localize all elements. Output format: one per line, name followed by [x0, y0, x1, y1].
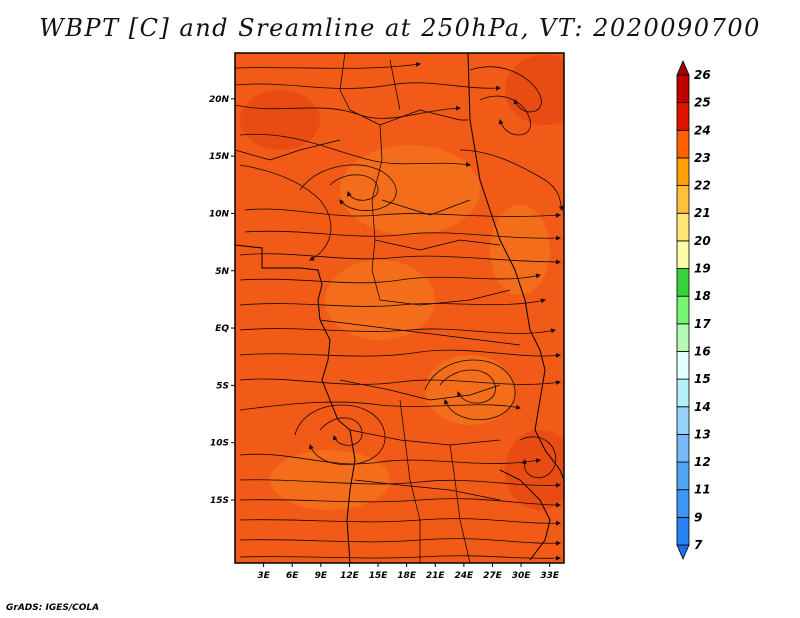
lon-tick-label: 12E [340, 571, 360, 581]
warm-patches [270, 145, 550, 510]
colorbar-segment [676, 212, 690, 242]
lat-tick-label: 15S [210, 496, 229, 506]
colorbar: 7 9 11 12 13 14 15 16 17 18 19 20 21 22 23 24 25 26 [676, 59, 711, 561]
colorbar-label: 20 [694, 234, 711, 248]
lat-tick-label: 5S [216, 381, 229, 391]
lat-tick-label: 15N [209, 152, 230, 162]
colorbar-segment [676, 240, 690, 269]
colorbar-label: 11 [694, 483, 711, 497]
colorbar-label: 13 [694, 427, 711, 441]
lon-tick-label: 27E [483, 571, 503, 581]
colorbar-label: 21 [694, 206, 711, 220]
colorbar-segment [676, 295, 690, 325]
lon-tick-label: 33E [540, 571, 560, 581]
longitude-axis: 3E 6E 9E 12E 15E 18E 21E 24E 27E 30E 33E [257, 563, 560, 581]
colorbar-label: 12 [694, 455, 711, 469]
colorbar-segment [676, 185, 690, 214]
colorbar-label: 14 [694, 400, 711, 414]
plot-frame [234, 52, 565, 564]
lat-tick-label: 10S [210, 439, 229, 449]
colorbar-segment [676, 102, 690, 131]
colorbar-label: 23 [694, 151, 711, 165]
colorbar-label: 15 [694, 372, 711, 386]
lon-tick-label: 18E [397, 571, 417, 581]
lon-tick-label: 15E [369, 571, 389, 581]
colorbar-segment [676, 489, 690, 518]
latitude-axis: 20N 15N 10N 5N EQ 5S 10S 15S [209, 95, 235, 506]
lon-tick-label: 24E [455, 571, 475, 581]
colorbar-label: 18 [694, 289, 711, 303]
lat-tick-label: 5N [215, 267, 229, 277]
colorbar-label: 9 [694, 510, 702, 524]
streamlines [235, 62, 564, 561]
lon-tick-label: 21E [426, 571, 446, 581]
lon-tick-label: 3E [257, 571, 270, 581]
colorbar-label: 24 [694, 123, 711, 137]
colorbar-label: 17 [694, 317, 711, 331]
colorbar-segment [676, 74, 690, 104]
colorbar-segment [676, 157, 690, 186]
lat-tick-label: 10N [209, 209, 230, 219]
lon-tick-label: 9E [315, 571, 328, 581]
colorbar-segment [676, 516, 690, 546]
colorbar-label: 22 [694, 179, 711, 193]
colorbar-segment [676, 406, 690, 435]
map-title: WBPT [C] and Sreamline at 250hPa, VT: 20… [39, 14, 761, 42]
colorbar-segment [676, 378, 690, 408]
colorbar-segment [676, 434, 690, 463]
grads-credit: GrADS: IGES/COLA [6, 603, 100, 613]
lon-tick-label: 6E [286, 571, 299, 581]
colorbar-label: 19 [694, 262, 711, 276]
colorbar-segment [676, 129, 690, 159]
colorbar-label: 26 [694, 68, 711, 82]
colorbar-segment [676, 351, 690, 380]
lat-tick-label: 20N [209, 95, 230, 105]
lon-tick-label: 30E [512, 571, 532, 581]
colorbar-label: 16 [694, 344, 711, 358]
lat-tick-label: EQ [215, 324, 229, 334]
colorbar-segment [676, 461, 690, 491]
colorbar-segment [676, 323, 690, 352]
colorbar-label: 25 [694, 96, 711, 110]
colorbar-over-triangle [676, 59, 690, 76]
colorbar-label: 7 [694, 538, 703, 552]
colorbar-under-triangle [676, 544, 690, 561]
colorbar-segment [676, 268, 690, 297]
